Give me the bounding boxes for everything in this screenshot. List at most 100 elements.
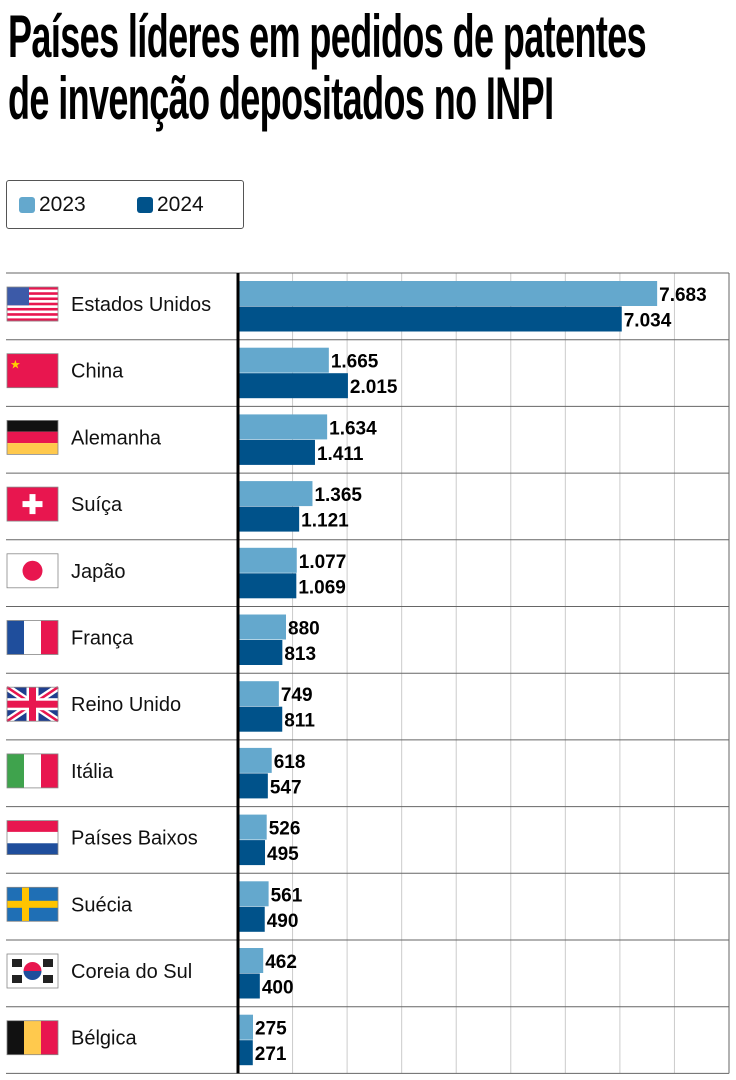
flag-part: [7, 420, 58, 432]
chart-row: Países Baixos 526 495: [6, 814, 300, 866]
bar-2024: [238, 506, 300, 532]
chart-row: Bélgica 275 271: [6, 1014, 287, 1066]
legend-label: 2023: [39, 193, 86, 216]
flag-part: [7, 287, 58, 290]
bar-2023: [238, 347, 329, 373]
flag-fr-icon: [6, 620, 59, 655]
flag-border: [6, 1020, 59, 1056]
data-label-2023: 561: [271, 885, 303, 906]
flag-part: [7, 300, 58, 303]
category-label: Estados Unidos: [71, 294, 211, 316]
flag-ch-icon: [6, 486, 59, 522]
category-label: Países Baixos: [71, 828, 198, 850]
category-label: França: [71, 628, 134, 650]
data-label-2024: 1.121: [301, 511, 349, 532]
chart-row: Alemanha 1.634 1.411: [6, 414, 377, 465]
legend-item-2023: 2023: [19, 193, 86, 217]
data-label-2023: 1.665: [331, 352, 379, 373]
bar-2024: [238, 573, 297, 599]
category-label: Japão: [71, 561, 126, 583]
flag-part: [41, 753, 58, 788]
flag-part: [7, 443, 58, 455]
chart-row: França 880 813: [6, 614, 320, 665]
flag-part: [7, 292, 58, 296]
flag-part: [7, 700, 58, 708]
flag-part: [7, 297, 58, 301]
flag-part: [7, 313, 58, 317]
data-label-2024: 813: [284, 644, 316, 665]
data-label-2024: 811: [284, 711, 315, 732]
category-label: Coreia do Sul: [71, 961, 192, 983]
legend-label: 2024: [157, 193, 204, 216]
bar-2023: [238, 814, 267, 840]
legend-swatch-2023: [19, 197, 35, 213]
flag-part: [41, 620, 58, 655]
category-label: Bélgica: [71, 1028, 137, 1050]
bar-2024: [238, 373, 348, 399]
flag-part: [24, 753, 41, 788]
data-label-2024: 495: [267, 844, 299, 865]
flag-border: [6, 486, 59, 522]
flag-part: [12, 975, 22, 983]
chart-row: Suécia 561 490: [6, 881, 303, 932]
bar-2024: [238, 906, 265, 932]
flag-part: [23, 962, 42, 971]
bar-2024: [238, 973, 260, 999]
data-label-2023: 749: [281, 685, 313, 706]
flag-kr-icon: [6, 953, 59, 989]
flag-jp-icon: [6, 553, 59, 589]
data-label-2024: 271: [255, 1044, 287, 1065]
flag-part: [24, 1020, 41, 1055]
data-label-2024: 1.411: [317, 444, 364, 465]
category-label: Alemanha: [71, 427, 162, 449]
flag-part: [43, 975, 53, 983]
bar-2023: [238, 1014, 254, 1040]
flag-part: [7, 310, 58, 314]
data-label-2024: 1.069: [298, 577, 346, 598]
flag-part: [7, 307, 58, 311]
legend-item-2024: 2024: [137, 193, 204, 217]
data-label-2024: 7.034: [624, 311, 672, 332]
bar-2024: [238, 439, 315, 465]
flag-border: [6, 886, 59, 922]
data-label-2023: 618: [274, 752, 306, 773]
flag-part: [7, 900, 58, 908]
flag-de-icon: [6, 419, 59, 455]
data-label-2024: 547: [270, 777, 302, 798]
bar-2023: [238, 614, 287, 640]
bar-2023: [238, 481, 313, 507]
flag-border: [6, 686, 59, 722]
data-label-2024: 490: [267, 911, 299, 932]
bar-2024: [238, 706, 283, 732]
data-label-2023: 1.634: [329, 418, 377, 439]
data-label-2023: 1.365: [314, 485, 362, 506]
bar-2023: [238, 747, 272, 773]
bar-2024: [238, 1040, 253, 1066]
bar-2024: [238, 773, 268, 799]
flag-part: [7, 843, 58, 855]
flag-border: [6, 753, 59, 789]
flag-cn-icon: ★: [6, 353, 59, 389]
flag-part: [43, 959, 53, 967]
flag-border: [6, 953, 59, 989]
flag-part: [24, 620, 41, 655]
category-label: Itália: [71, 761, 114, 783]
bar-2024: [238, 640, 283, 665]
flag-part: [41, 1020, 58, 1055]
chart-title: Países líderes em pedidos de patentes de…: [8, 3, 647, 130]
flag-part: [7, 1020, 24, 1055]
bar-2023: [238, 948, 264, 973]
flag-part: [7, 820, 58, 832]
flag-it-icon: [6, 753, 59, 789]
flag-star: ★: [10, 358, 21, 372]
flag-us-icon: [6, 286, 59, 322]
chart-row: Coreia do Sul 462 400: [6, 948, 297, 999]
data-label-2023: 1.077: [299, 552, 347, 573]
flag-part: [7, 305, 58, 309]
flag-border: [6, 353, 59, 389]
data-label-2024: 2.015: [350, 377, 398, 398]
chart-row: Itália 618 547: [6, 747, 306, 799]
title-line-1: Países líderes em pedidos de patentes: [8, 3, 647, 70]
flag-part: [7, 302, 58, 306]
